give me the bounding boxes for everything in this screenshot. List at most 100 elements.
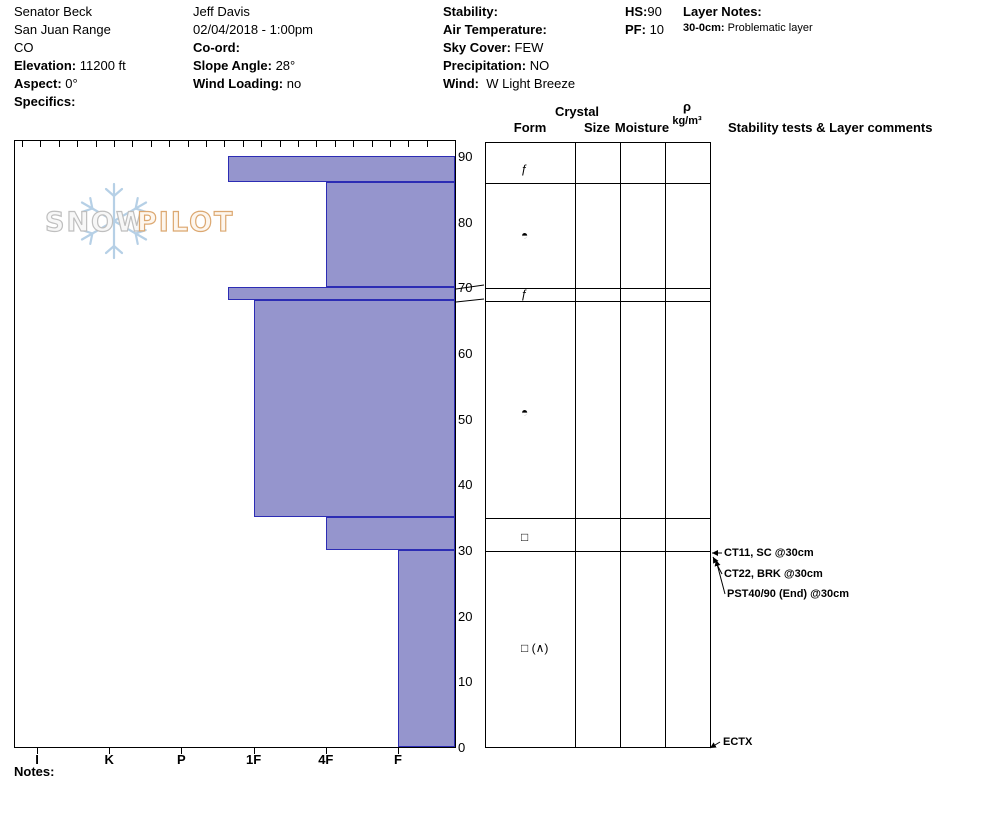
- hardness-axis-label: 1F: [246, 752, 262, 767]
- hardness-minor-tick: [40, 141, 42, 147]
- crystal-column-header: Crystal: [554, 104, 600, 119]
- depth-tick-label: 20: [458, 608, 473, 624]
- stability-test-annotation: CT11, SC @30cm: [724, 547, 814, 559]
- size-column-header: Size: [583, 120, 610, 135]
- header-col-weather: Stability: Air Temperature: Sky Cover: FEW…: [443, 4, 575, 94]
- stability-test-annotation: ECTX: [723, 736, 753, 748]
- hardness-minor-tick: [408, 141, 410, 147]
- hardness-axis-label: F: [394, 752, 402, 767]
- header-field: Aspect: 0°: [14, 76, 126, 94]
- field-value: 10: [645, 22, 665, 37]
- depth-tick-label: 80: [458, 214, 473, 230]
- layer-note-entry: 30-0cm: Problematic layer: [683, 22, 813, 34]
- header-field: Wind Loading: no: [193, 76, 313, 94]
- header-col-observer: Jeff Davis 02/04/2018 - 1:00pm Co-ord: Slop…: [193, 4, 313, 94]
- table-top-line: [485, 142, 711, 143]
- header-col-totals: HS:90 PF: 10: [625, 4, 664, 40]
- hardness-minor-tick: [261, 141, 263, 147]
- header-field: Jeff Davis: [193, 4, 313, 22]
- snowflake-icon: [80, 182, 148, 260]
- layer-notes: Layer Notes: 30-0cm: Problematic layer: [683, 4, 813, 34]
- decomposing-fragments-icon: ƒ: [521, 162, 528, 177]
- table-layer-line: [485, 183, 711, 184]
- hardness-axis-tick: [253, 748, 255, 754]
- header-field: PF: 10: [625, 22, 664, 40]
- table-vertical-line: [485, 142, 486, 748]
- field-value: 11200 ft: [76, 58, 126, 73]
- ectx-arrow: [709, 741, 721, 749]
- depth-tick-label: 40: [458, 477, 473, 493]
- hardness-axis-tick: [325, 748, 327, 754]
- header-field: Sky Cover: FEW: [443, 40, 575, 58]
- table-layer-line: [485, 518, 711, 519]
- field-label: Air Temperature:: [443, 22, 547, 37]
- hardness-axis-label: I: [35, 752, 39, 767]
- rounded-grains-icon: ◓: [521, 227, 529, 242]
- hardness-minor-tick: [95, 141, 97, 147]
- hardness-minor-tick: [371, 141, 373, 147]
- field-label: Wind:: [443, 76, 479, 91]
- hardness-minor-tick: [279, 141, 281, 147]
- field-label: Slope Angle:: [193, 58, 272, 73]
- field-value: Senator Beck: [14, 4, 93, 19]
- density-column-header-units: kg/m³: [672, 115, 702, 127]
- rounded-grains-icon: ◓: [521, 405, 529, 420]
- snow-layer-bar: [398, 549, 455, 747]
- moisture-column-header: Moisture: [614, 120, 670, 135]
- hardness-minor-tick: [150, 141, 152, 147]
- table-vertical-line: [665, 142, 666, 748]
- table-layer-line: [485, 301, 711, 302]
- comments-column-header: Stability tests & Layer comments: [728, 120, 933, 135]
- header-field: Elevation: 11200 ft: [14, 58, 126, 76]
- depth-tick-label: 30: [458, 542, 473, 558]
- table-vertical-line: [620, 142, 621, 748]
- field-label: Co-ord:: [193, 40, 240, 55]
- depth-tick-label: 10: [458, 674, 473, 690]
- depth-tick-label: 90: [458, 148, 473, 164]
- hardness-minor-tick: [426, 141, 428, 147]
- field-label: Specifics:: [14, 94, 76, 109]
- header-field: HS:90: [625, 4, 664, 22]
- hardness-minor-tick: [390, 141, 391, 147]
- table-bottom-line: [485, 747, 711, 748]
- header-col-location: Senator Beck San Juan Range CO Elevation: 1…: [14, 4, 126, 112]
- header-field: San Juan Range: [14, 22, 126, 40]
- layer-notes-title: Layer Notes:: [683, 4, 762, 19]
- header-field: Stability:: [443, 4, 575, 22]
- field-value: 02/04/2018 - 1:00pm: [193, 22, 313, 37]
- header-field: Co-ord:: [193, 40, 313, 58]
- hardness-minor-tick: [224, 141, 226, 147]
- field-label: Stability:: [443, 4, 498, 19]
- hardness-minor-tick: [298, 141, 299, 147]
- field-label: Sky Cover:: [443, 40, 511, 55]
- stability-test-annotation: PST40/90 (End) @30cm: [727, 588, 849, 600]
- depth-tick-label: 70: [458, 280, 473, 296]
- header-field: Precipitation: NO: [443, 58, 575, 76]
- hardness-minor-tick: [206, 141, 207, 147]
- decomposing-fragments-icon: ƒ: [521, 286, 528, 301]
- stability-test-annotation: CT22, BRK @30cm: [724, 568, 823, 580]
- logo-pilot-text: PILOT: [137, 207, 234, 238]
- layer-fan-lower: [455, 298, 485, 303]
- hardness-axis-tick: [398, 748, 399, 754]
- snowpilot-logo: SNOW PILOT: [44, 182, 234, 260]
- header-field: Senator Beck: [14, 4, 126, 22]
- field-value: FEW: [510, 40, 544, 55]
- hardness-minor-tick: [242, 141, 244, 147]
- depth-tick-label: 50: [458, 411, 473, 427]
- field-value: 0°: [61, 76, 78, 91]
- hardness-minor-tick: [334, 141, 336, 147]
- hardness-minor-tick: [353, 141, 355, 147]
- snow-layer-bar: [253, 300, 455, 518]
- field-value: W Light Breeze: [478, 76, 576, 91]
- snow-layer-bar: [325, 517, 455, 550]
- header-field: Slope Angle: 28°: [193, 58, 313, 76]
- depth-tick-label: 0: [458, 740, 466, 755]
- hardness-minor-tick: [58, 141, 60, 147]
- layer-note-text: Problematic layer: [724, 22, 813, 34]
- header-field: Wind: W Light Breeze: [443, 76, 575, 94]
- logo-snow-text: SNOW: [45, 207, 148, 238]
- field-value: 28°: [271, 58, 296, 73]
- hardness-axis-tick: [109, 748, 111, 754]
- hardness-axis-label: K: [104, 752, 114, 767]
